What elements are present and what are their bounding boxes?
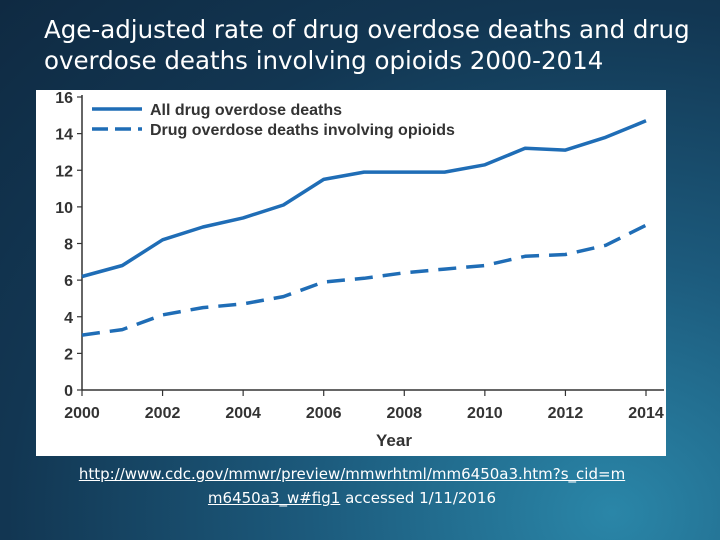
chart-container: 0 2 4 6 8 10 12 14 16 2000 2002 2004 2006 2008 2010 201… <box>36 90 666 456</box>
accessed-date: accessed 1/11/2016 <box>345 489 497 507</box>
slide-title: Age-adjusted rate of drug overdose death… <box>44 14 690 76</box>
source-citation: http://www.cdc.gov/mmwr/preview/mmwrhtml… <box>44 462 660 510</box>
x-tick-label-2010: 2010 <box>467 405 503 422</box>
y-tick-label-16: 16 <box>55 90 73 107</box>
source-link-part1[interactable]: http://www.cdc.gov/mmwr/preview/mmwrhtml… <box>78 465 626 483</box>
title-line-2: overdose deaths involving opioids 2000-2… <box>44 46 604 75</box>
y-tick-label-10: 10 <box>55 200 73 217</box>
y-tick-label-12: 12 <box>55 163 73 180</box>
x-tick-label-2000: 2000 <box>64 405 100 422</box>
y-tick-label-6: 6 <box>64 273 73 290</box>
series-line-opioid-deaths <box>81 223 647 337</box>
y-tick-label-2: 2 <box>64 346 73 363</box>
x-tick-label-2006: 2006 <box>306 405 342 422</box>
y-tick-label-14: 14 <box>55 127 73 144</box>
x-tick-label-2014: 2014 <box>628 405 664 422</box>
title-line-1: Age-adjusted rate of drug overdose death… <box>44 15 690 44</box>
legend-label-1: Drug overdose deaths involving opioids <box>150 122 455 139</box>
x-tick-label-2012: 2012 <box>548 405 584 422</box>
y-tick-label-4: 4 <box>64 310 73 327</box>
x-axis-label: Year <box>376 431 412 450</box>
source-link-part2[interactable]: m6450a3_w#fig1 <box>207 489 341 507</box>
y-tick-label-0: 0 <box>64 383 73 400</box>
x-tick-label-2002: 2002 <box>145 405 181 422</box>
y-tick-label-8: 8 <box>64 237 73 254</box>
series-line-all-drug-deaths <box>81 119 647 279</box>
x-tick-label-2008: 2008 <box>386 405 422 422</box>
legend-label-0: All drug overdose deaths <box>150 102 342 119</box>
x-tick-label-2004: 2004 <box>225 405 261 422</box>
line-chart: 0 2 4 6 8 10 12 14 16 2000 2002 2004 2006 2008 2010 201… <box>55 90 664 450</box>
